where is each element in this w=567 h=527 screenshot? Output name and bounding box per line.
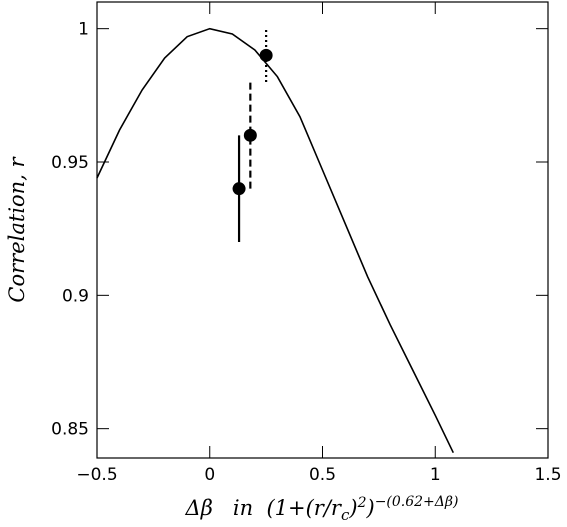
- x-tick-label: 0: [204, 465, 215, 485]
- data-point: [232, 182, 246, 196]
- x-tick-label: −0.5: [76, 465, 117, 485]
- curve: [96, 27, 455, 454]
- x-label-part: ): [348, 496, 357, 520]
- plot-frame: [96, 1, 549, 459]
- x-label-part: ): [365, 496, 374, 520]
- x-axis-label: Δβ in (1+(r/rc)2)−(0.62+Δβ): [185, 494, 459, 524]
- x-tick-label: 1: [430, 465, 441, 485]
- x-label-sup: −(0.62+Δβ): [375, 494, 459, 510]
- x-label-sup: 2: [357, 495, 367, 511]
- x-label-part: Δβ in (1+(r/r: [185, 496, 343, 520]
- y-tick-label: 1: [78, 20, 89, 40]
- y-tick-label: 0.95: [51, 153, 89, 173]
- data-point: [243, 128, 257, 142]
- x-tick-label: 1.5: [534, 465, 561, 485]
- y-axis-label: Correlation, r: [5, 155, 29, 302]
- y-tick-label: 0.9: [62, 286, 89, 306]
- x-tick-label: 0.5: [309, 465, 336, 485]
- y-tick-label: 0.85: [51, 420, 89, 440]
- data-point: [259, 48, 273, 62]
- x-label-sub: c: [341, 506, 350, 524]
